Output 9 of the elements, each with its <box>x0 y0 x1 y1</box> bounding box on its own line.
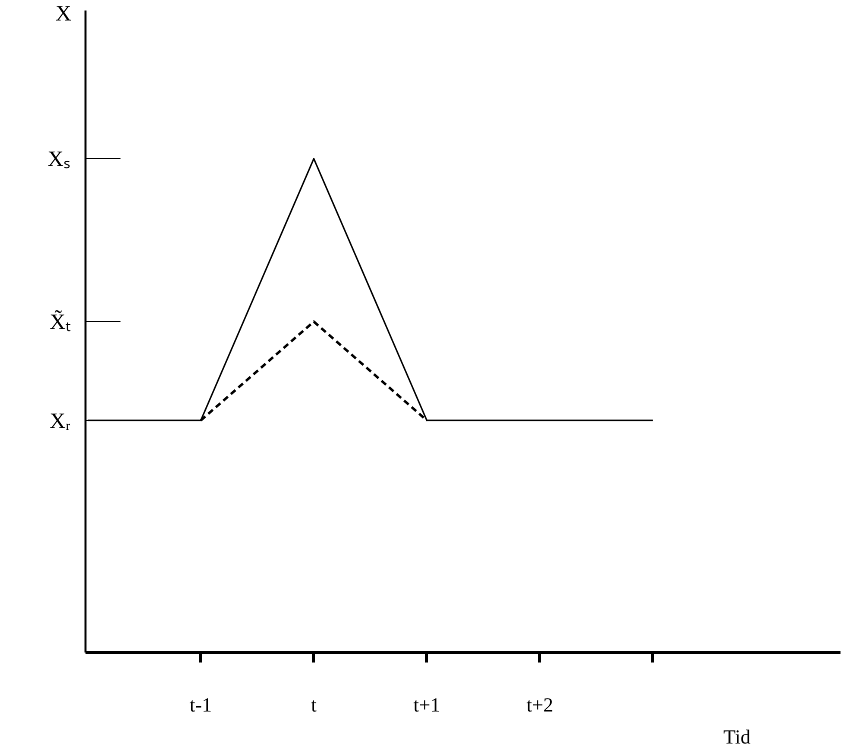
text: X <box>56 0 72 26</box>
annotation: Xᵣ <box>50 408 70 433</box>
annotation: Xₛ <box>48 146 71 172</box>
x-tick-label: t <box>311 694 318 716</box>
x-axis-title: Tid <box>723 726 751 748</box>
annotation: X̃ₜ <box>50 309 71 334</box>
x-tick-label: t+1 <box>413 694 440 716</box>
x-tick-label: t+2 <box>526 694 554 716</box>
x-tick-label: t-1 <box>190 694 212 716</box>
